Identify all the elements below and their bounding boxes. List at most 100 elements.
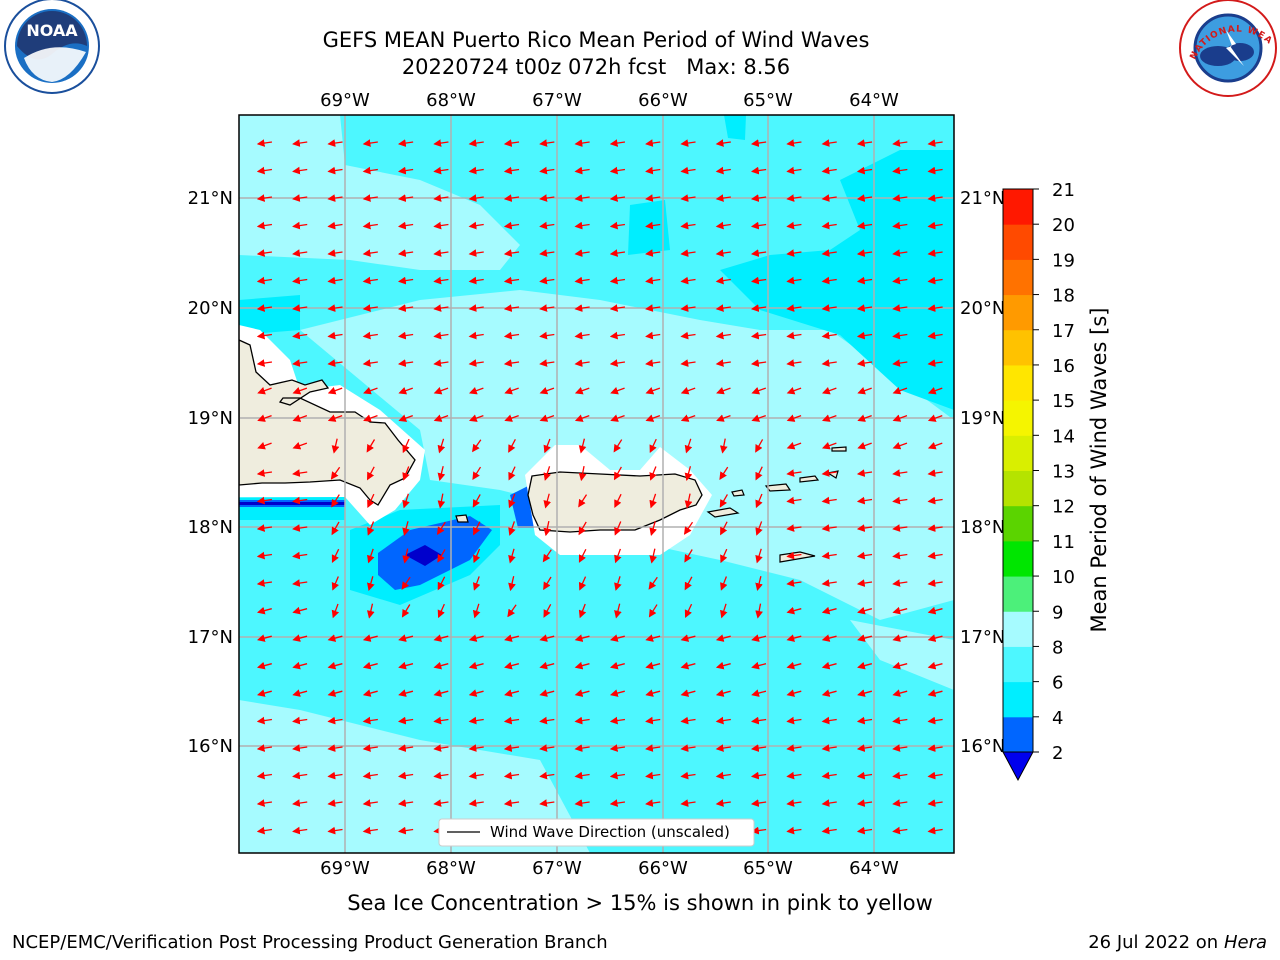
lat-tick-right: 20°N xyxy=(960,298,1005,319)
wind-wave-arrow xyxy=(578,603,587,619)
wind-wave-arrow xyxy=(292,359,308,367)
wind-wave-arrow xyxy=(508,493,516,509)
wind-wave-arrow xyxy=(256,524,273,532)
wind-wave-arrow xyxy=(614,548,622,564)
wind-wave-arrow xyxy=(292,826,308,835)
wind-wave-arrow xyxy=(508,439,516,453)
wind-wave-arrow xyxy=(609,689,625,697)
wind-wave-arrow xyxy=(574,689,590,697)
wind-wave-arrow xyxy=(397,826,414,835)
wind-wave-arrow xyxy=(574,661,590,670)
wind-wave-arrow xyxy=(750,139,767,147)
wind-wave-arrow xyxy=(362,166,378,175)
wind-wave-arrow xyxy=(574,744,590,752)
wind-wave-arrow xyxy=(292,387,308,395)
wind-wave-arrow xyxy=(927,331,943,340)
wind-wave-arrow xyxy=(543,438,551,454)
lon-tick-bottom: 69°W xyxy=(320,858,370,879)
wind-wave-arrow xyxy=(645,799,661,807)
wind-wave-arrow xyxy=(649,521,657,536)
wind-wave-arrow xyxy=(539,799,555,807)
wind-wave-arrow xyxy=(755,603,763,619)
wind-wave-arrow xyxy=(367,493,375,509)
date-stamp: 26 Jul 2022 on Hera xyxy=(1088,932,1267,953)
colorbar-tick-label: 4 xyxy=(1052,708,1063,729)
wind-wave-arrow xyxy=(614,521,622,536)
wind-wave-arrow xyxy=(927,442,943,450)
wind-wave-arrow xyxy=(402,521,410,537)
wind-wave-arrow xyxy=(543,521,552,537)
wind-wave-arrow xyxy=(750,276,767,285)
wind-wave-arrow xyxy=(256,661,272,670)
wind-wave-arrow xyxy=(468,744,484,752)
wind-wave-arrow xyxy=(574,249,590,257)
wind-wave-arrow xyxy=(578,494,588,508)
map-legend: Wind Wave Direction (unscaled) xyxy=(438,818,755,847)
lat-tick-left: 20°N xyxy=(188,298,233,319)
wind-wave-arrow xyxy=(362,744,378,752)
wind-wave-arrow xyxy=(292,194,308,202)
wind-wave-arrow xyxy=(503,304,520,312)
wind-wave-arrow xyxy=(715,716,731,725)
wind-wave-arrow xyxy=(892,606,908,615)
wind-wave-arrow xyxy=(786,139,802,147)
wind-wave-arrow xyxy=(292,606,308,615)
colorbar-tick-label: 19 xyxy=(1052,250,1075,271)
wind-wave-arrow xyxy=(574,634,590,642)
wind-wave-arrow xyxy=(539,221,555,230)
hispaniola-land xyxy=(239,339,416,506)
wind-wave-arrow xyxy=(504,387,519,395)
wind-wave-arrow xyxy=(433,359,449,367)
wind-wave-arrow xyxy=(256,221,273,230)
wind-wave-arrow xyxy=(543,604,552,618)
wind-wave-arrow xyxy=(684,466,693,482)
wind-wave-arrow xyxy=(362,826,378,835)
wind-wave-arrow xyxy=(645,249,661,257)
colorbar-underflow xyxy=(1002,751,1034,782)
wind-wave-arrow xyxy=(433,276,449,285)
wind-wave-arrow xyxy=(327,414,343,422)
lon-tick-top: 69°W xyxy=(320,90,370,111)
wind-wave-arrow xyxy=(720,548,728,564)
wind-wave-arrow xyxy=(433,689,449,697)
wind-wave-arrow xyxy=(543,466,551,481)
wind-wave-arrow xyxy=(539,689,555,697)
wind-wave-arrow xyxy=(292,139,308,147)
wind-wave-arrow xyxy=(927,799,943,807)
lat-tick-right: 17°N xyxy=(960,627,1005,648)
wind-wave-arrow xyxy=(292,689,308,697)
colorbar-bin xyxy=(1003,435,1033,471)
wind-wave-arrow xyxy=(256,496,273,505)
wind-wave-arrow xyxy=(327,139,343,147)
wind-wave-arrow xyxy=(680,359,696,367)
wind-wave-arrow xyxy=(821,551,837,560)
wind-wave-arrow xyxy=(892,661,908,670)
wind-wave-arrow xyxy=(750,304,767,312)
wind-wave-arrow xyxy=(755,548,763,564)
wind-wave-arrow xyxy=(327,276,343,285)
wind-wave-arrow xyxy=(468,771,484,780)
colorbar-bin xyxy=(1003,400,1033,436)
lon-tick-bottom: 67°W xyxy=(532,858,582,879)
wind-wave-arrow xyxy=(508,548,516,564)
wind-wave-arrow xyxy=(857,414,872,422)
credit-text: NCEP/EMC/Verification Post Processing Pr… xyxy=(12,932,608,953)
wind-wave-arrow xyxy=(367,466,375,481)
lon-tick-bottom: 68°W xyxy=(426,858,476,879)
wind-wave-arrow xyxy=(927,579,943,587)
wind-wave-arrow xyxy=(397,771,414,780)
colorbar-bin xyxy=(1003,611,1033,647)
lon-tick-top: 67°W xyxy=(532,90,582,111)
wind-wave-arrow xyxy=(574,771,590,780)
wind-wave-arrow xyxy=(397,249,414,257)
wind-wave-arrow xyxy=(857,387,872,395)
wind-wave-arrow xyxy=(684,493,693,509)
wind-wave-arrow xyxy=(292,166,308,175)
wind-wave-arrow xyxy=(292,716,308,725)
wind-wave-arrow xyxy=(786,716,802,725)
wind-wave-arrow xyxy=(856,304,873,312)
wind-wave-arrow xyxy=(857,634,873,642)
wind-wave-arrow xyxy=(362,304,378,312)
wind-wave-arrow xyxy=(362,689,378,697)
wind-wave-arrow xyxy=(715,331,731,340)
